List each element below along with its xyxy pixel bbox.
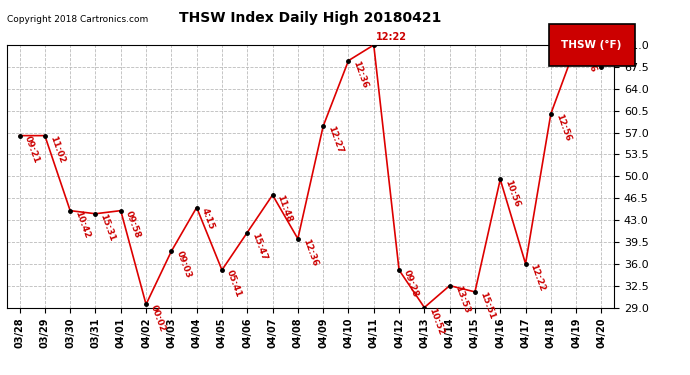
- Text: 10:52: 10:52: [427, 306, 446, 336]
- Text: THSW (°F): THSW (°F): [562, 40, 622, 50]
- Text: 11:48: 11:48: [275, 194, 294, 224]
- Text: 13:53: 13:53: [453, 284, 471, 314]
- Text: 12:27: 12:27: [326, 125, 344, 155]
- Text: Copyright 2018 Cartronics.com: Copyright 2018 Cartronics.com: [7, 15, 148, 24]
- Text: THSW Index Daily High 20180421: THSW Index Daily High 20180421: [179, 11, 442, 25]
- Text: 09:28: 09:28: [402, 269, 420, 299]
- Text: 12:36: 12:36: [301, 237, 319, 267]
- Text: 12:22: 12:22: [529, 262, 547, 292]
- Text: 15:31: 15:31: [99, 213, 117, 243]
- Text: 11:02: 11:02: [48, 134, 66, 164]
- Text: 4:15: 4:15: [199, 206, 216, 231]
- Text: 12:22: 12:22: [376, 32, 407, 42]
- Text: 12:36: 12:36: [351, 59, 370, 89]
- Text: 12:56: 12:56: [554, 112, 572, 142]
- Text: 09:21: 09:21: [23, 134, 41, 164]
- Text: 00:02: 00:02: [149, 303, 167, 333]
- Text: 09:03: 09:03: [175, 250, 193, 280]
- Text: 10:56: 10:56: [503, 178, 522, 208]
- Text: 15:51: 15:51: [478, 291, 496, 321]
- Text: 15:47: 15:47: [250, 231, 268, 261]
- Text: 10:42: 10:42: [73, 209, 92, 239]
- Text: 12:56: 12:56: [579, 44, 598, 74]
- Text: 09:58: 09:58: [124, 209, 142, 239]
- Text: 05:41: 05:41: [225, 269, 244, 299]
- Text: 12:3: 12:3: [600, 41, 616, 65]
